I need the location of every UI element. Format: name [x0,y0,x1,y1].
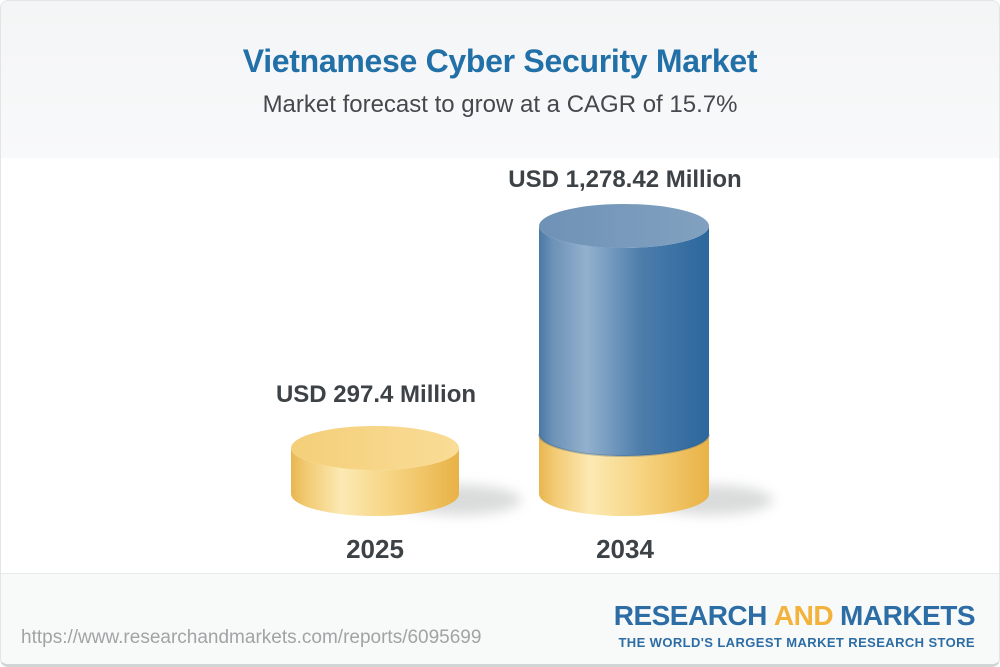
research-and-markets-logo: RESEARCH AND MARKETS THE WORLD'S LARGEST M… [613,600,976,650]
bar-2034-cylinder [538,204,710,516]
page-title: Vietnamese Cyber Security Market [242,43,758,79]
x-tick-2034: 2034 [596,534,654,564]
x-tick-2025: 2025 [346,534,404,564]
value-label-2034: USD 1,278.42 Million [508,166,742,193]
logo-word-markets: MARKETS [840,600,975,631]
footer-band [1,573,999,664]
value-label-2025: USD 297.4 Million [275,381,477,408]
bar-2034-blue-segment [539,226,709,456]
bar-2025-cylinder [291,426,459,516]
logo-word-and: AND [773,600,834,631]
logo-word-research: RESEARCH [613,600,768,631]
logo-tagline: THE WORLD'S LARGEST MARKET RESEARCH STOR… [618,635,975,650]
page-subtitle: Market forecast to grow at a CAGR of 15.… [262,91,738,118]
bar-2034-base-segment [539,434,709,516]
header-band [1,1,999,158]
logo-wordmark: RESEARCH AND MARKETS [613,600,976,631]
report-url: https://www.researchandmarkets.com/repor… [21,627,482,648]
